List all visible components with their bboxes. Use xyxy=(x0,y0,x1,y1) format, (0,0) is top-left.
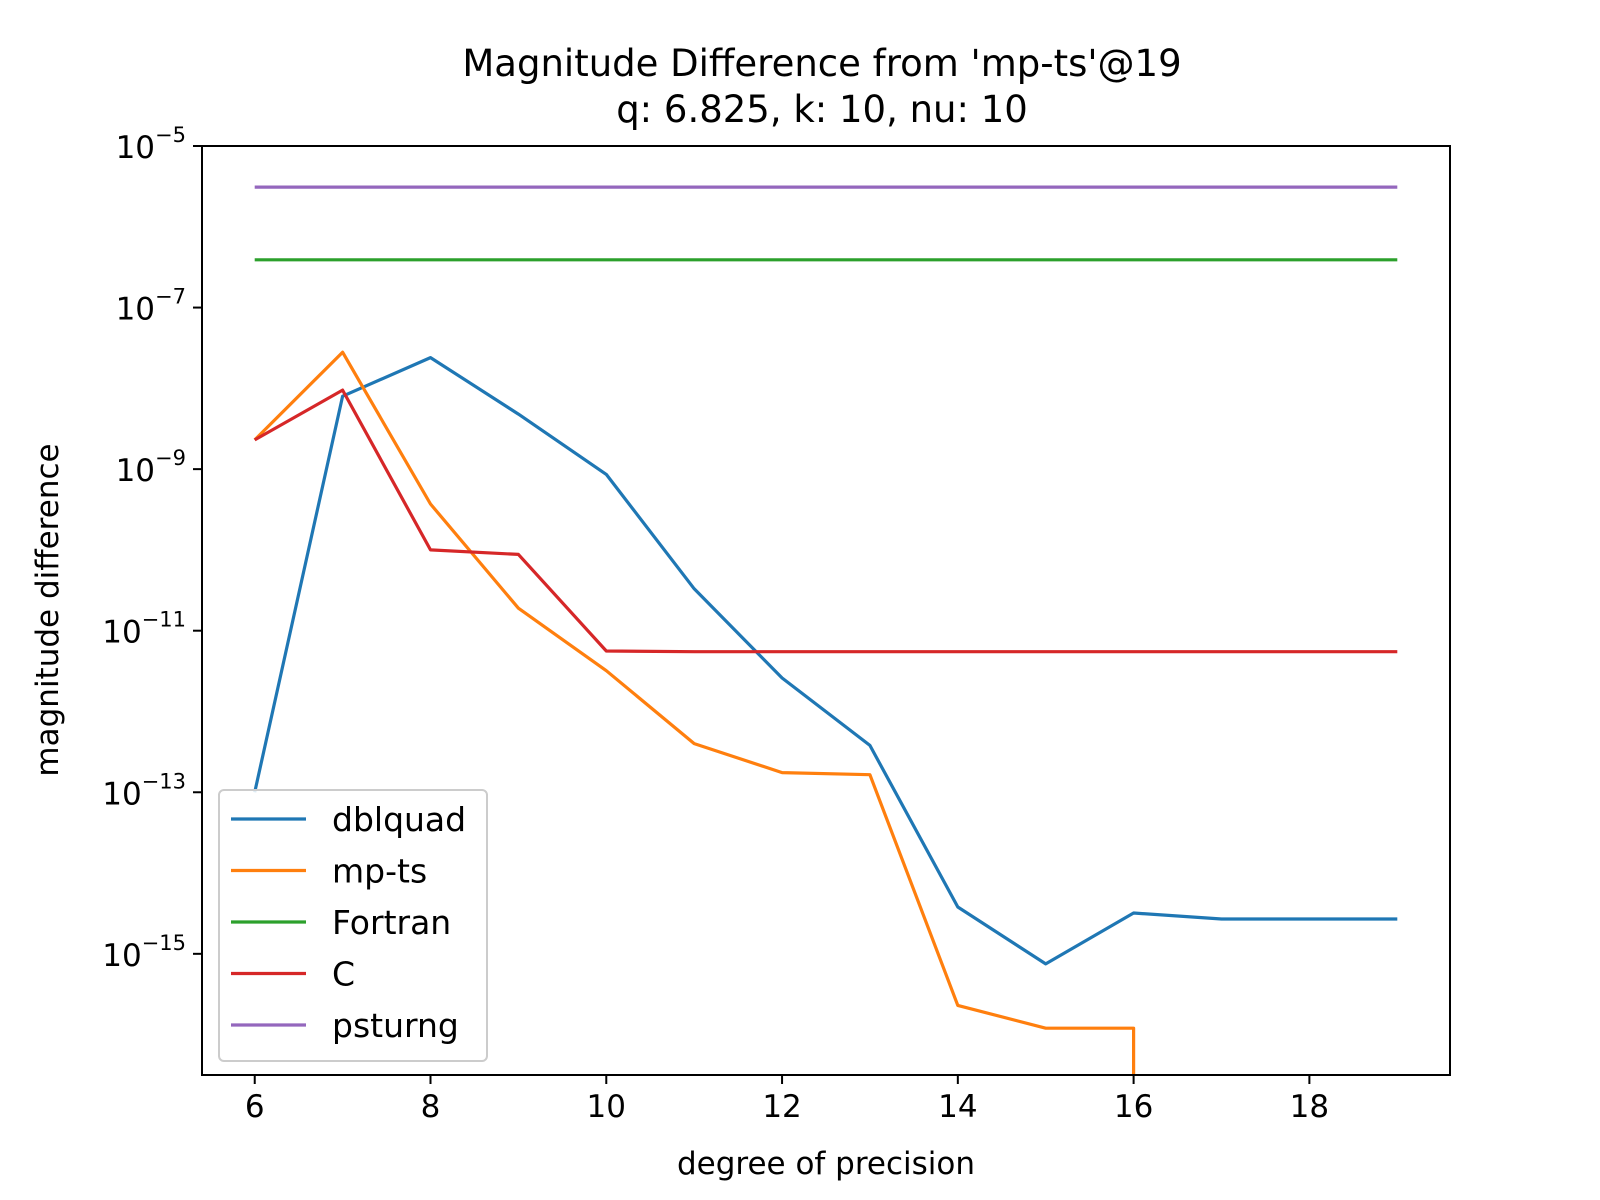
y-tick-label: 10−15 xyxy=(102,931,186,974)
x-tick-label: 8 xyxy=(421,1089,441,1125)
legend-label: psturng xyxy=(332,1006,459,1045)
y-axis-ticks: 10−5 10−7 10−9 10−11 10−13 10−15 xyxy=(102,123,202,974)
legend-label: mp-ts xyxy=(332,852,427,891)
y-axis-label: magnitude difference xyxy=(30,443,66,776)
legend-label: C xyxy=(332,955,355,994)
plot-frame xyxy=(201,145,1451,1076)
x-tick-label: 14 xyxy=(938,1089,977,1125)
series-line-mp-ts xyxy=(253,350,1136,1075)
series-line-c xyxy=(253,388,1398,654)
x-tick-label: 18 xyxy=(1290,1089,1329,1125)
series-line-dblquad xyxy=(253,356,1398,966)
x-tick-label: 10 xyxy=(587,1089,626,1125)
y-tick-label: 10−7 xyxy=(116,285,186,328)
chart-title: Magnitude Difference from 'mp-ts'@19 xyxy=(462,42,1181,85)
chart-subtitle: q: 6.825, k: 10, nu: 10 xyxy=(616,88,1028,131)
legend-label: Fortran xyxy=(332,903,451,942)
x-axis-label: degree of precision xyxy=(677,1146,975,1182)
y-tick-label: 10−13 xyxy=(102,769,186,812)
y-tick-label: 10−11 xyxy=(102,608,186,651)
legend-box xyxy=(218,789,488,1062)
x-tick-label: 12 xyxy=(762,1089,801,1125)
x-tick-label: 6 xyxy=(245,1089,265,1125)
x-tick-label: 16 xyxy=(1114,1089,1153,1125)
legend-label: dblquad xyxy=(332,800,466,839)
y-tick-label: 10−5 xyxy=(116,123,186,166)
y-tick-label: 10−9 xyxy=(116,446,186,489)
x-axis-ticks: 6 8 10 12 14 16 18 xyxy=(245,1075,1329,1125)
plot-series xyxy=(253,185,1398,1075)
